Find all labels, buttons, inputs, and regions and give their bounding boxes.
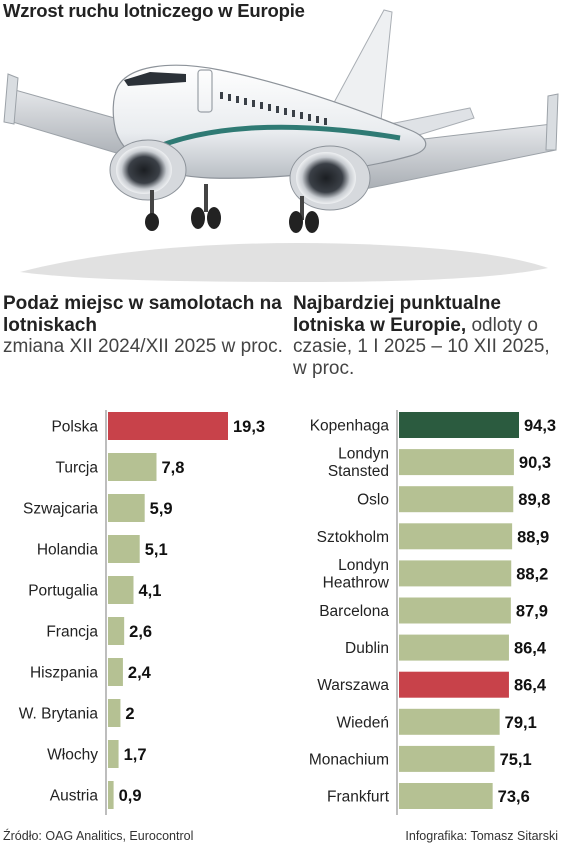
bar-value-label: 73,6 <box>498 788 530 806</box>
bar-value-label: 75,1 <box>500 751 532 769</box>
credit-note: Infografika: Tomasz Sitarski <box>405 829 558 843</box>
bar <box>399 745 495 772</box>
bar <box>399 412 519 438</box>
category-label: Monachium <box>309 751 389 768</box>
category-label: Frankfurt <box>327 789 390 806</box>
bar-value-label: 0,9 <box>119 787 142 805</box>
bar <box>108 535 140 563</box>
category-label: Francja <box>46 624 98 641</box>
category-label: Dublin <box>345 640 389 657</box>
bar <box>108 781 114 809</box>
right-chart-subtitle: Najbardziej punktualne lotniska w Europi… <box>293 293 563 379</box>
bar-value-label: 2,4 <box>128 664 152 682</box>
category-label: Barcelona <box>319 603 389 620</box>
category-label: W. Brytania <box>19 706 99 723</box>
bar-value-label: 89,8 <box>518 491 550 509</box>
airplane-illustration <box>3 9 559 282</box>
bar-value-label: 2 <box>125 705 134 723</box>
category-label: Kopenhaga <box>310 418 390 435</box>
category-label: Austria <box>50 788 99 805</box>
bar <box>108 740 119 768</box>
left-chart-subtitle: Podaż miejsc w samolotach na lotniskach … <box>3 293 283 358</box>
bar <box>108 576 134 604</box>
bar <box>399 560 512 587</box>
bar-charts: 19,3 Polska 7,8 Turcja 5,9 Szwajcaria 5,1 Holan… <box>19 410 556 815</box>
bar <box>108 494 145 522</box>
bar <box>399 597 511 624</box>
category-label: Holandia <box>37 542 99 559</box>
bar-value-label: 90,3 <box>519 454 551 472</box>
category-label: Londyn <box>338 446 389 463</box>
bar <box>108 617 125 645</box>
bar-value-label: 4,1 <box>138 582 161 600</box>
bar-value-label: 5,9 <box>150 500 173 518</box>
source-note: Źródło: OAG Analitics, Eurocontrol <box>3 829 194 843</box>
bar <box>399 783 493 809</box>
category-label: Wiedeń <box>336 714 389 731</box>
category-label: Oslo <box>357 492 389 509</box>
category-label: Heathrow <box>323 574 390 591</box>
category-label: Sztokholm <box>317 529 389 546</box>
category-label: Włochy <box>47 747 98 764</box>
right-subtitle-bold: Najbardziej punktualne lotniska w Europi… <box>293 293 501 336</box>
category-label: Szwajcaria <box>23 501 98 518</box>
chart-title: Wzrost ruchu lotniczego w Europie <box>3 0 305 21</box>
bar <box>108 453 157 481</box>
bar-value-label: 5,1 <box>145 541 168 559</box>
bar <box>108 658 123 686</box>
bar <box>399 671 509 698</box>
bar-value-label: 94,3 <box>524 417 556 435</box>
bar-value-label: 86,4 <box>514 640 547 658</box>
bar-value-label: 1,7 <box>124 746 147 764</box>
bar <box>108 699 121 727</box>
category-label: Turcja <box>56 460 99 477</box>
left-subtitle-bold: Podaż miejsc w samolotach na lotniskach <box>3 293 282 336</box>
bar <box>399 523 513 550</box>
category-label: Warszawa <box>317 677 389 694</box>
left-subtitle-light: zmiana XII 2024/XII 2025 w proc. <box>3 336 283 357</box>
bar <box>108 412 228 440</box>
bar <box>399 708 500 735</box>
bar-value-label: 86,4 <box>514 677 547 695</box>
category-label: Londyn <box>338 557 389 574</box>
bar-value-label: 19,3 <box>233 418 265 436</box>
right-subtitle-light: odloty o czasie, 1 I 2025 – 10 XII 2025,… <box>293 314 550 379</box>
bar-value-label: 88,9 <box>517 528 549 546</box>
bar <box>399 634 509 661</box>
bar <box>399 449 514 476</box>
bar-value-label: 87,9 <box>516 603 548 621</box>
bar-value-label: 88,2 <box>516 565 548 583</box>
bar-value-label: 79,1 <box>505 714 537 732</box>
category-label: Polska <box>51 419 98 436</box>
category-label: Hiszpania <box>30 665 98 682</box>
bar-value-label: 2,6 <box>129 623 152 641</box>
bar-value-label: 7,8 <box>161 459 184 477</box>
bar <box>399 486 514 513</box>
category-label: Portugalia <box>28 583 98 600</box>
category-label: Stansted <box>328 463 389 480</box>
